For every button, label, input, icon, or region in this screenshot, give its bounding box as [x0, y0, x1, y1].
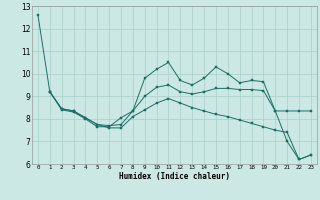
- X-axis label: Humidex (Indice chaleur): Humidex (Indice chaleur): [119, 172, 230, 181]
